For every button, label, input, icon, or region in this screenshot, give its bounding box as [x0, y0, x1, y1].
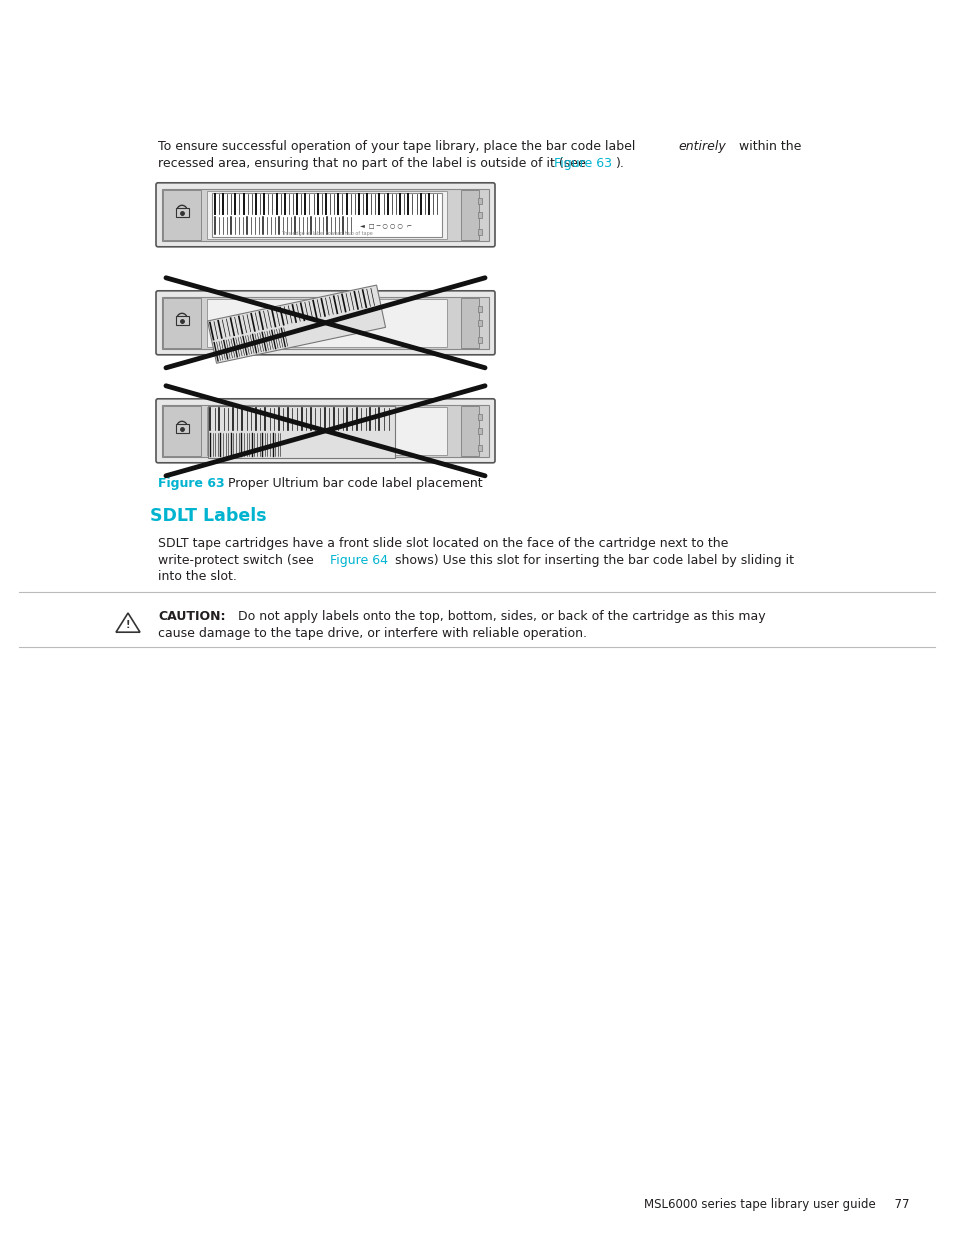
- Text: !: !: [126, 620, 131, 630]
- Bar: [460, 190, 478, 240]
- Text: within the: within the: [734, 140, 801, 153]
- Bar: [208, 406, 395, 458]
- Bar: [207, 299, 447, 347]
- Bar: [477, 199, 481, 204]
- Text: SDLT Labels: SDLT Labels: [150, 506, 266, 525]
- Bar: [477, 337, 481, 343]
- Text: into the slot.: into the slot.: [158, 571, 236, 583]
- Bar: [175, 424, 189, 432]
- Text: write-protect switch (see: write-protect switch (see: [158, 553, 317, 567]
- Bar: [477, 230, 481, 235]
- Text: To ensure successful operation of your tape library, place the bar code label: To ensure successful operation of your t…: [158, 140, 639, 153]
- Bar: [163, 406, 201, 456]
- Bar: [162, 296, 489, 348]
- Text: ).: ).: [615, 157, 623, 169]
- Text: Do not apply labels onto the top, bottom, sides, or back of the cartridge as thi: Do not apply labels onto the top, bottom…: [226, 610, 765, 624]
- Bar: [477, 306, 481, 311]
- Bar: [460, 406, 478, 456]
- Bar: [477, 414, 481, 420]
- FancyBboxPatch shape: [156, 183, 495, 247]
- Bar: [212, 193, 442, 237]
- Text: entirely: entirely: [678, 140, 725, 153]
- Bar: [175, 316, 189, 325]
- Bar: [477, 446, 481, 451]
- Bar: [162, 189, 489, 241]
- FancyBboxPatch shape: [156, 290, 495, 354]
- Text: Figure 63: Figure 63: [158, 477, 224, 490]
- Text: shows) Use this slot for inserting the bar code label by sliding it: shows) Use this slot for inserting the b…: [391, 553, 793, 567]
- Bar: [477, 320, 481, 326]
- Bar: [162, 405, 489, 457]
- Text: MSL6000 series tape library user guide     77: MSL6000 series tape library user guide 7…: [643, 1198, 908, 1212]
- Bar: [208, 285, 385, 363]
- Text: CAUTION:: CAUTION:: [158, 610, 225, 624]
- Bar: [163, 298, 201, 348]
- Bar: [477, 212, 481, 217]
- Text: Figure 64: Figure 64: [330, 553, 388, 567]
- Text: ◄  □ ─ ○ ○ ○  ⌐: ◄ □ ─ ○ ○ ○ ⌐: [359, 222, 412, 227]
- Text: Proper Ultrium bar code label placement: Proper Ultrium bar code label placement: [220, 477, 482, 490]
- Text: Figure 63: Figure 63: [554, 157, 612, 169]
- Text: SDLT tape cartridges have a front slide slot located on the face of the cartridg: SDLT tape cartridges have a front slide …: [158, 537, 727, 550]
- Text: recessed area, ensuring that no part of the label is outside of it (see: recessed area, ensuring that no part of …: [158, 157, 589, 169]
- Bar: [207, 190, 447, 238]
- Bar: [460, 298, 478, 348]
- FancyBboxPatch shape: [156, 399, 495, 463]
- Bar: [175, 207, 189, 217]
- Bar: [207, 406, 447, 454]
- Text: cause damage to the tape drive, or interfere with reliable operation.: cause damage to the tape drive, or inter…: [158, 627, 586, 640]
- Bar: [163, 190, 201, 240]
- Text: This edge of label toward hub of tape: This edge of label toward hub of tape: [281, 231, 373, 236]
- Bar: [477, 429, 481, 433]
